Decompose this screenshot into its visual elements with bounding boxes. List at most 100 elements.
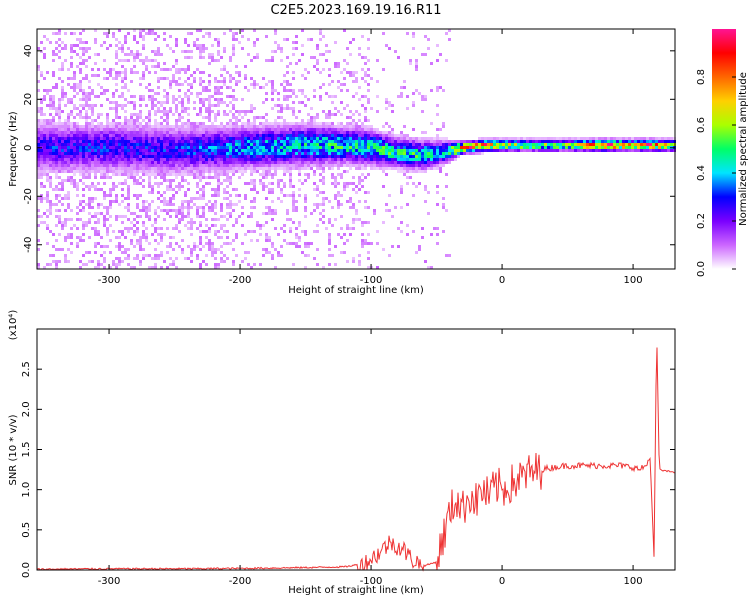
spectrogram-cell <box>280 167 283 170</box>
spectrogram-cell <box>295 161 298 164</box>
spectrogram-cell <box>157 206 160 209</box>
spectrogram-cell <box>304 131 307 134</box>
spectrogram-cell <box>478 140 481 143</box>
spectrogram-cell <box>145 104 148 107</box>
spectrogram-cell <box>97 170 100 173</box>
spectrogram-cell <box>103 215 106 218</box>
spectrogram-cell <box>145 146 148 149</box>
spectrogram-cell <box>376 158 379 161</box>
spectrogram-cell <box>655 137 658 140</box>
spectrogram-cell <box>199 47 202 50</box>
spectrogram-cell <box>607 143 610 146</box>
spectrogram-cell <box>190 56 193 59</box>
spectrogram-cell <box>79 116 82 119</box>
spectrogram-cell <box>178 140 181 143</box>
spectrogram-cell <box>76 155 79 158</box>
spectrogram-cell <box>451 149 454 152</box>
spectrogram-cell <box>337 161 340 164</box>
spectrogram-cell <box>259 128 262 131</box>
spectrogram-cell <box>442 197 445 200</box>
spectrogram-cell <box>322 182 325 185</box>
spectrogram-cell <box>190 140 193 143</box>
spectrogram-cell <box>157 47 160 50</box>
spectrogram-cell <box>568 149 571 152</box>
spectrogram-cell <box>46 89 49 92</box>
spectrogram-cell <box>331 113 334 116</box>
spectrogram-cell <box>472 143 475 146</box>
spectrogram-cell <box>175 44 178 47</box>
spectrogram-cell <box>229 134 232 137</box>
spectrogram-cell <box>142 77 145 80</box>
spectrogram-cell <box>280 227 283 230</box>
spectrogram-cell <box>169 245 172 248</box>
spectrogram-cell <box>124 227 127 230</box>
spectrogram-cell <box>124 152 127 155</box>
spectrogram-cell <box>364 155 367 158</box>
spectrogram-cell <box>313 56 316 59</box>
spectrogram-cell <box>196 167 199 170</box>
spectrogram-cell <box>40 71 43 74</box>
spectrogram-cell <box>367 140 370 143</box>
spectrogram-cell <box>94 41 97 44</box>
spectrogram-cell <box>79 68 82 71</box>
spectrogram-cell <box>55 146 58 149</box>
spectrogram-cell <box>250 167 253 170</box>
spectrogram-cell <box>238 113 241 116</box>
spectrogram-cell <box>88 206 91 209</box>
spectrogram-cell <box>358 254 361 257</box>
spectrogram-cell <box>256 146 259 149</box>
spectrogram-cell <box>271 146 274 149</box>
spectrogram-cell <box>220 173 223 176</box>
spectrogram-cell <box>286 149 289 152</box>
spectrogram-cell <box>160 140 163 143</box>
spectrogram-cell <box>127 161 130 164</box>
spectrogram-cell <box>367 149 370 152</box>
spectrogram-cell <box>295 155 298 158</box>
spectrogram-cell <box>616 143 619 146</box>
spectrogram-cell <box>79 89 82 92</box>
spectrogram-cell <box>103 194 106 197</box>
spectrogram-cell <box>283 149 286 152</box>
spectrogram-cell <box>502 140 505 143</box>
spectrogram-cell <box>100 104 103 107</box>
spectrogram-cell <box>316 188 319 191</box>
spectrogram-cell <box>304 215 307 218</box>
spectrogram-cell <box>430 164 433 167</box>
spectrogram-cell <box>415 146 418 149</box>
spectrogram-cell <box>346 158 349 161</box>
spectrogram-cell <box>391 158 394 161</box>
spectrogram-cell <box>184 179 187 182</box>
spectrogram-cell <box>403 158 406 161</box>
spectrogram-cell <box>196 227 199 230</box>
spectrogram-cell <box>121 80 124 83</box>
spectrogram-cell <box>124 86 127 89</box>
spectrogram-cell <box>298 188 301 191</box>
spectrogram-cell <box>40 200 43 203</box>
spectrogram-cell <box>232 203 235 206</box>
spectrogram-cell <box>271 137 274 140</box>
spectrogram-cell <box>418 149 421 152</box>
spectrogram-cell <box>214 104 217 107</box>
spectrogram-cell <box>46 134 49 137</box>
spectrogram-cell <box>163 68 166 71</box>
spectrogram-cell <box>166 119 169 122</box>
spectrogram-cell <box>88 218 91 221</box>
spectrogram-cell <box>187 203 190 206</box>
spectrogram-cell <box>538 149 541 152</box>
spectrogram-cell <box>430 140 433 143</box>
spectrogram-cell <box>223 173 226 176</box>
spectrogram-cell <box>94 176 97 179</box>
spectrogram-cell <box>283 158 286 161</box>
spectrogram-cell <box>346 260 349 263</box>
spectrogram-cell <box>145 152 148 155</box>
spectrogram-cell <box>298 245 301 248</box>
spectrogram-cell <box>100 143 103 146</box>
spectrogram-cell <box>439 86 442 89</box>
spectrogram-cell <box>196 254 199 257</box>
spectrogram-cell <box>289 227 292 230</box>
spectrogram-cell <box>220 257 223 260</box>
spectrogram-cell <box>415 158 418 161</box>
spectrogram-cell <box>196 176 199 179</box>
spectrogram-cell <box>166 110 169 113</box>
spectrogram-cell <box>166 251 169 254</box>
